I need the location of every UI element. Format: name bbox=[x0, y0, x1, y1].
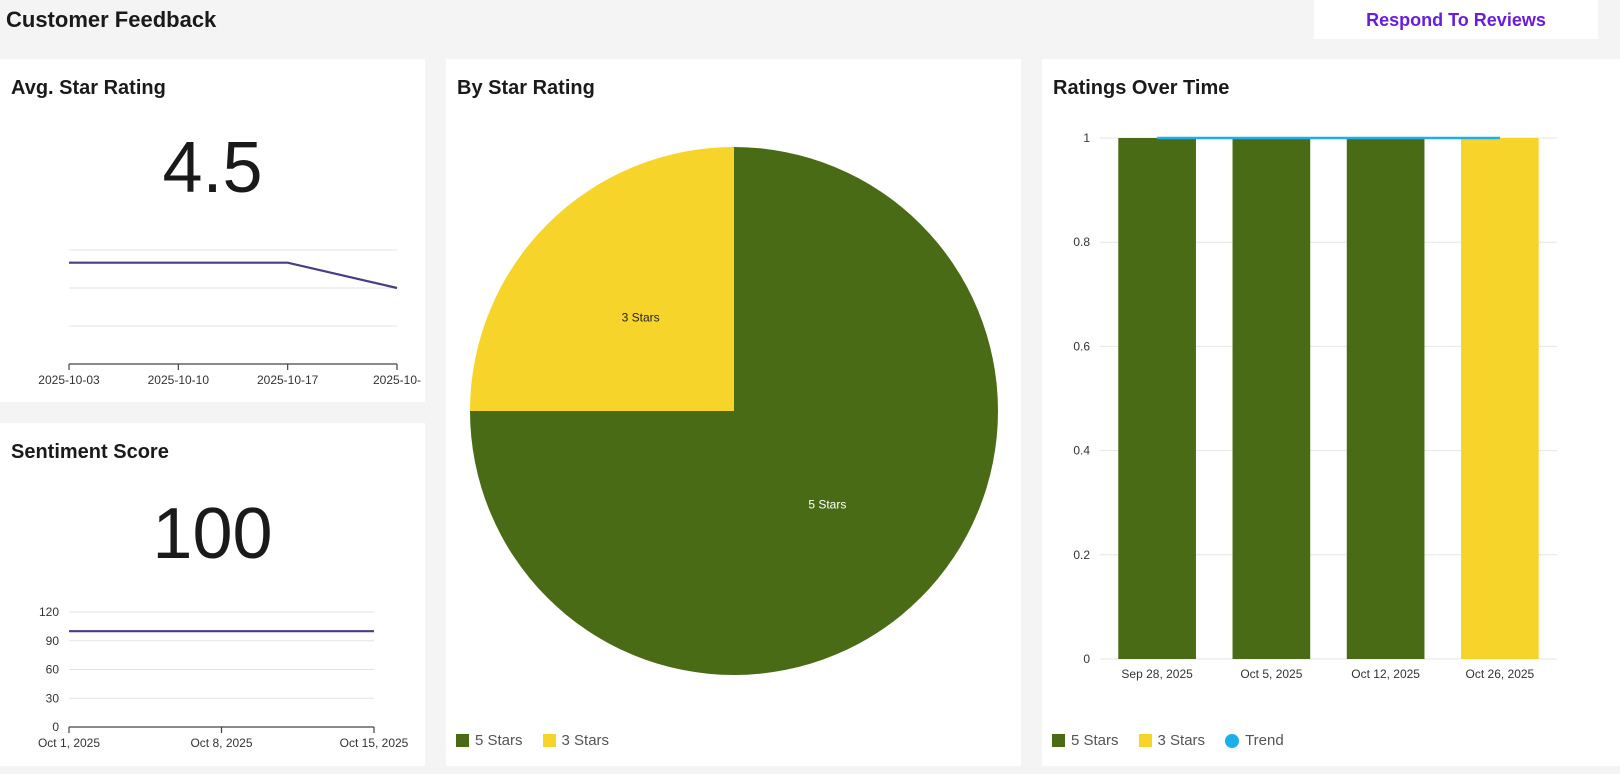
y-tick-label: 1 bbox=[1083, 131, 1090, 145]
respond-to-reviews-button[interactable]: Respond To Reviews bbox=[1314, 0, 1598, 39]
legend-swatch-trend bbox=[1225, 733, 1240, 748]
y-tick-label: 0.8 bbox=[1073, 235, 1090, 249]
x-tick-label: Sep 28, 2025 bbox=[1121, 667, 1193, 681]
x-tick-label: 2025-10-17 bbox=[257, 373, 319, 387]
legend-trend[interactable]: Trend bbox=[1225, 732, 1284, 749]
legend-label: 5 Stars bbox=[1071, 732, 1119, 749]
legend-label: 3 Stars bbox=[561, 732, 610, 749]
legend-label: Trend bbox=[1245, 732, 1284, 749]
ratings-over-time-card: Ratings Over Time 0 0.2 0.4 0.6 0.8 1 Sep 28, … bbox=[1042, 59, 1620, 766]
x-tick-label: Oct 8, 2025 bbox=[190, 736, 252, 750]
pie-slice-label: 3 Stars bbox=[622, 311, 660, 325]
x-tick-label: Oct 26, 2025 bbox=[1466, 667, 1535, 681]
by-star-rating-title: By Star Rating bbox=[457, 77, 595, 99]
legend-swatch-5-stars bbox=[1052, 734, 1065, 747]
bar-5-stars bbox=[1346, 138, 1425, 659]
avg-star-rating-sparkline: 2025-10-03 2025-10-10 2025-10-17 2025-10- bbox=[38, 249, 421, 387]
legend-3-stars[interactable]: 3 Stars bbox=[542, 732, 610, 749]
page-title: Customer Feedback bbox=[6, 7, 217, 32]
ratings-over-time-title: Ratings Over Time bbox=[1053, 77, 1230, 99]
x-tick-label: 2025-10-10 bbox=[148, 373, 210, 387]
y-tick-label: 30 bbox=[46, 691, 60, 705]
legend-3-stars[interactable]: 3 Stars bbox=[1138, 732, 1206, 749]
x-tick-label: Oct 1, 2025 bbox=[38, 736, 100, 750]
sentiment-score-value: 100 bbox=[152, 494, 273, 574]
star-rating-pie-chart: 5 Stars 3 Stars bbox=[470, 147, 998, 675]
legend-label: 5 Stars bbox=[475, 732, 523, 749]
x-tick-label: Oct 12, 2025 bbox=[1351, 667, 1420, 681]
y-tick-label: 0.4 bbox=[1073, 444, 1090, 458]
sentiment-score-title: Sentiment Score bbox=[11, 441, 169, 463]
x-tick-label: 2025-10-03 bbox=[38, 373, 100, 387]
legend-swatch-3-stars bbox=[1138, 734, 1152, 747]
legend-swatch-3-stars bbox=[542, 734, 556, 747]
legend-5-stars[interactable]: 5 Stars bbox=[1052, 732, 1119, 749]
avg-star-rating-value: 4.5 bbox=[162, 128, 263, 208]
legend-label: 3 Stars bbox=[1157, 732, 1206, 749]
legend-swatch-5-stars bbox=[456, 734, 469, 747]
bar-5-stars bbox=[1232, 138, 1311, 659]
y-tick-label: 120 bbox=[39, 605, 59, 619]
pie-slice-3-stars bbox=[470, 147, 734, 411]
legend-5-stars[interactable]: 5 Stars bbox=[456, 732, 523, 749]
y-tick-label: 0 bbox=[1083, 652, 1090, 666]
y-tick-label: 90 bbox=[46, 634, 60, 648]
y-tick-label: 60 bbox=[46, 663, 60, 677]
bar-5-stars bbox=[1118, 138, 1196, 659]
x-tick-label: 2025-10- bbox=[373, 373, 421, 387]
sentiment-score-line-chart: 0 30 60 90 120 Oct 1, 2025 Oct 8, 2025 Oct 15, … bbox=[38, 605, 409, 750]
sentiment-score-card: Sentiment Score 100 0 30 60 90 120 Oct 1, 202… bbox=[0, 423, 425, 766]
x-tick-label: Oct 15, 2025 bbox=[340, 736, 409, 750]
pie-slice-label: 5 Stars bbox=[808, 497, 846, 511]
y-tick-label: 0.6 bbox=[1073, 339, 1090, 353]
y-tick-label: 0.2 bbox=[1073, 548, 1090, 562]
x-tick-label: Oct 5, 2025 bbox=[1240, 667, 1302, 681]
avg-rating-line bbox=[69, 261, 398, 290]
bar-legend: 5 Stars 3 Stars Trend bbox=[1052, 732, 1284, 749]
avg-star-rating-card: Avg. Star Rating 4.5 2025-10-03 2025-10-1… bbox=[0, 59, 425, 402]
avg-star-rating-title: Avg. Star Rating bbox=[11, 77, 166, 99]
bar-3-stars bbox=[1461, 138, 1539, 659]
ratings-over-time-bar-chart: 0 0.2 0.4 0.6 0.8 1 Sep 28, 2025 Oct 5, 2025 Oct… bbox=[1073, 131, 1557, 681]
y-tick-label: 0 bbox=[52, 720, 59, 734]
pie-legend: 5 Stars 3 Stars bbox=[456, 732, 609, 749]
by-star-rating-card: By Star Rating 5 Stars 3 Stars 5 Stars 3 … bbox=[446, 59, 1021, 766]
